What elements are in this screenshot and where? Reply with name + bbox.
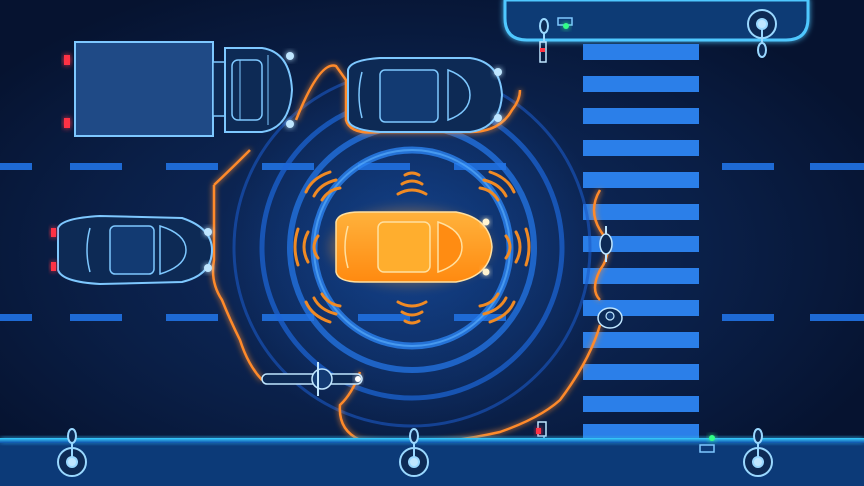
street-lamp-icon (399, 428, 429, 477)
cyclist-icon (599, 226, 613, 262)
street-lamp-icon (747, 9, 777, 58)
top-sidewalk (503, 0, 810, 42)
ego-car-icon (330, 209, 493, 285)
street-lamp-icon (743, 428, 773, 477)
car-icon (51, 214, 214, 286)
sensor-wave-icon (293, 170, 531, 325)
bottom-sidewalk (0, 23, 864, 486)
street-lamp-icon (57, 428, 87, 477)
pedestrian-icon (597, 307, 623, 329)
car-icon (347, 57, 504, 133)
street-lamp-icon (539, 18, 549, 42)
motorcycle-icon (261, 362, 363, 396)
truck-icon (64, 41, 294, 137)
